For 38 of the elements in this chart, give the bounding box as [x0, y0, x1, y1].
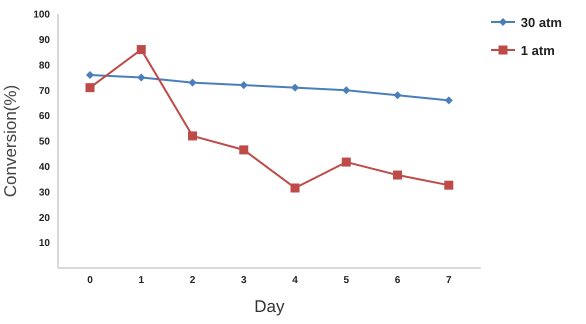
y-tick-label: 80: [38, 60, 50, 72]
point: [239, 145, 248, 154]
x-tick-label: 3: [240, 275, 247, 286]
point: [136, 45, 146, 54]
point: [393, 170, 402, 180]
x-tick-label: 0: [87, 275, 94, 286]
point: [444, 180, 454, 190]
y-tick-label: 90: [38, 34, 50, 46]
point: [188, 131, 198, 140]
y-tick-label: 70: [38, 86, 50, 97]
point: [188, 78, 197, 87]
legend-label: 30 atm: [520, 14, 562, 30]
y-tick-label: 40: [38, 162, 50, 173]
point: [240, 81, 248, 90]
point: [86, 70, 94, 79]
point: [444, 96, 453, 104]
point: [137, 74, 146, 82]
x-tick-label: 4: [292, 275, 298, 286]
y-tick-label: 30: [38, 187, 50, 198]
y-tick-label: 10: [38, 238, 50, 250]
y-tick-label: 50: [38, 136, 50, 148]
point: [290, 183, 300, 192]
point: [291, 84, 300, 92]
y-tick-label: 60: [38, 111, 50, 122]
y-axis-title: Conversion(%): [1, 84, 20, 198]
point: [86, 83, 94, 92]
point: [394, 91, 402, 100]
x-tick-label: 7: [446, 275, 452, 286]
y-tick-label: 100: [33, 10, 50, 21]
x-axis-title: Day: [254, 297, 286, 316]
x-tick-label: 1: [138, 275, 144, 286]
x-tick-label: 2: [190, 275, 196, 286]
legend-label: 1 atm: [520, 42, 555, 58]
y-tick-label: 20: [38, 212, 50, 224]
x-tick-label: 5: [344, 275, 350, 286]
point: [342, 86, 350, 94]
point: [342, 158, 351, 167]
x-tick-label: 6: [394, 275, 401, 286]
